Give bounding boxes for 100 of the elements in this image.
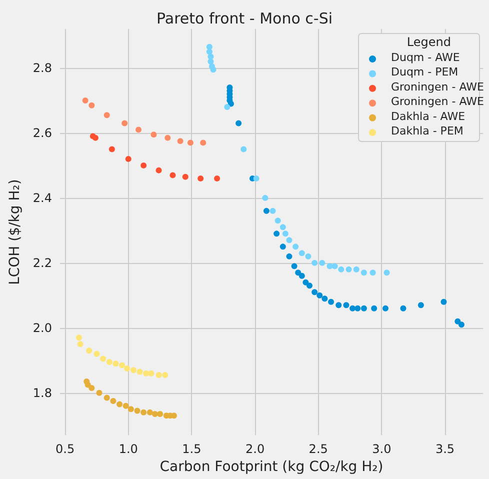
x-tick-label: 2.5 bbox=[308, 442, 328, 456]
legend-label: Dakhla - PEM bbox=[391, 124, 464, 138]
point bbox=[263, 208, 270, 214]
point bbox=[326, 263, 333, 270]
point bbox=[253, 175, 260, 182]
point bbox=[76, 334, 82, 341]
point bbox=[346, 266, 352, 272]
point bbox=[298, 272, 305, 279]
point bbox=[286, 237, 292, 244]
point bbox=[400, 305, 406, 312]
point bbox=[187, 140, 194, 146]
point bbox=[143, 370, 150, 376]
point bbox=[152, 410, 158, 417]
point bbox=[286, 253, 292, 260]
point bbox=[124, 366, 130, 372]
point bbox=[384, 270, 390, 276]
point bbox=[122, 402, 129, 409]
legend-label: Duqm - PEM bbox=[391, 66, 458, 79]
point bbox=[104, 112, 110, 118]
point bbox=[292, 244, 299, 250]
point bbox=[350, 305, 356, 312]
point bbox=[316, 292, 323, 298]
point bbox=[370, 270, 376, 276]
x-tick-label: 2.0 bbox=[245, 442, 265, 456]
point bbox=[182, 174, 188, 180]
point bbox=[150, 132, 157, 138]
point bbox=[305, 253, 312, 260]
point bbox=[106, 359, 112, 365]
point bbox=[156, 372, 162, 378]
point bbox=[86, 348, 92, 354]
point bbox=[228, 100, 234, 107]
point bbox=[298, 250, 305, 256]
legend-label: Groningen - AWE bbox=[391, 80, 484, 94]
y-tick-label: 2.0 bbox=[32, 320, 52, 335]
point bbox=[88, 384, 95, 391]
point bbox=[206, 44, 212, 50]
point bbox=[312, 289, 318, 296]
point bbox=[282, 230, 288, 237]
y-tick-label: 2.4 bbox=[32, 190, 52, 205]
point bbox=[295, 270, 302, 276]
point bbox=[382, 305, 388, 312]
point bbox=[156, 167, 162, 174]
point bbox=[134, 408, 140, 414]
point bbox=[88, 102, 95, 108]
point bbox=[322, 296, 328, 302]
point bbox=[224, 104, 230, 110]
point bbox=[94, 350, 100, 357]
y-tick-label: 1.8 bbox=[32, 386, 52, 400]
point bbox=[210, 66, 216, 73]
legend-label: Dakhla - AWE bbox=[391, 110, 466, 123]
x-tick-label: 0.5 bbox=[56, 442, 75, 456]
point bbox=[164, 134, 171, 141]
point bbox=[291, 263, 298, 270]
point bbox=[112, 360, 119, 367]
point bbox=[338, 266, 344, 272]
point bbox=[82, 97, 88, 104]
point bbox=[110, 398, 116, 404]
point bbox=[116, 401, 123, 408]
point bbox=[458, 322, 464, 328]
point bbox=[140, 409, 147, 416]
point bbox=[200, 140, 206, 146]
point bbox=[360, 305, 367, 312]
x-axis-title: Carbon Footprint (kg CO₂/kg H₂) bbox=[160, 459, 384, 475]
x-tick-label: 3.5 bbox=[435, 442, 455, 456]
point bbox=[280, 244, 286, 250]
point bbox=[240, 146, 247, 152]
point bbox=[136, 368, 143, 375]
x-tick-label: 3.0 bbox=[372, 442, 392, 456]
point bbox=[162, 372, 168, 378]
legend-title: Legend bbox=[406, 35, 452, 49]
point bbox=[140, 162, 147, 168]
legend-label: Groningen - AWE bbox=[391, 95, 484, 108]
point bbox=[177, 138, 184, 144]
y-tick-label: 2.2 bbox=[32, 256, 52, 270]
point bbox=[274, 218, 281, 224]
point bbox=[125, 156, 132, 162]
y-tick-label: 2.8 bbox=[32, 60, 52, 75]
point bbox=[274, 230, 280, 237]
point bbox=[157, 410, 164, 417]
point bbox=[122, 120, 128, 126]
y-axis-title: LCOH ($/kg H₂) bbox=[7, 179, 23, 285]
y-tick-label: 2.6 bbox=[32, 126, 52, 140]
point bbox=[353, 266, 360, 272]
point bbox=[236, 120, 242, 126]
point bbox=[454, 318, 461, 324]
point bbox=[302, 279, 309, 286]
point bbox=[354, 305, 361, 312]
point bbox=[270, 208, 276, 214]
point bbox=[343, 302, 350, 308]
point bbox=[148, 370, 154, 376]
point bbox=[371, 305, 378, 312]
point bbox=[96, 390, 102, 396]
x-tick-label: 1.0 bbox=[118, 442, 138, 456]
point bbox=[418, 302, 424, 308]
point bbox=[198, 175, 204, 182]
point bbox=[104, 394, 110, 401]
point bbox=[100, 356, 106, 362]
point bbox=[312, 260, 318, 266]
point bbox=[130, 367, 136, 374]
point bbox=[336, 302, 342, 308]
